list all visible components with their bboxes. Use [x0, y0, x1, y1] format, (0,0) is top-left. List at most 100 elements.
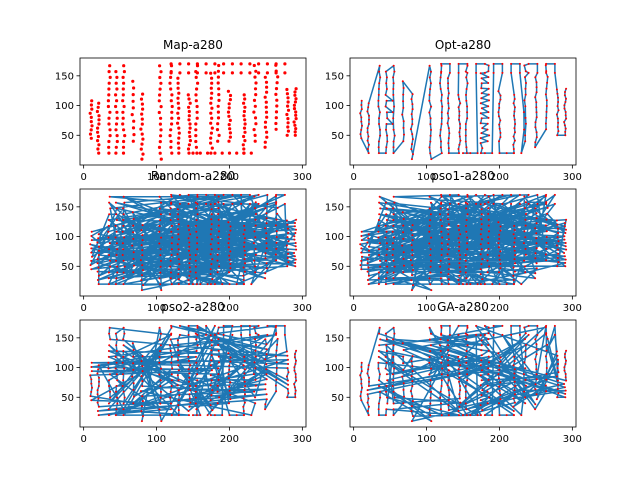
city-point	[123, 236, 126, 239]
city-point	[114, 332, 117, 335]
city-point	[254, 69, 258, 73]
city-point	[141, 380, 144, 383]
city-point	[177, 151, 181, 155]
city-point	[377, 414, 380, 417]
city-point	[367, 283, 370, 286]
city-point	[440, 230, 443, 233]
city-point	[159, 213, 162, 216]
city-point	[411, 249, 414, 252]
city-point	[195, 414, 198, 417]
city-point	[213, 202, 216, 205]
city-point	[360, 104, 363, 106]
city-point	[275, 104, 279, 108]
city-point	[115, 350, 118, 352]
city-point	[378, 201, 381, 204]
city-point	[248, 324, 251, 327]
city-point	[492, 193, 495, 196]
city-point	[466, 62, 469, 65]
city-point	[499, 398, 502, 401]
city-point	[275, 372, 278, 375]
city-point	[96, 130, 100, 134]
city-point	[510, 324, 513, 327]
city-point	[523, 230, 526, 233]
subplot-title: Opt-a280	[435, 38, 491, 52]
city-point	[439, 88, 442, 90]
city-point	[254, 367, 257, 370]
city-point	[265, 378, 268, 381]
city-point	[206, 283, 209, 286]
city-point	[133, 395, 135, 398]
city-point	[139, 147, 143, 151]
city-point	[361, 255, 363, 258]
city-point	[535, 86, 538, 89]
city-point	[392, 76, 395, 79]
city-point	[264, 105, 268, 109]
city-point	[107, 271, 110, 274]
city-point	[286, 100, 290, 104]
city-point	[217, 218, 220, 221]
city-point	[479, 404, 482, 407]
city-point	[457, 237, 460, 240]
city-point	[276, 75, 280, 79]
city-point	[107, 414, 110, 417]
city-point	[441, 236, 444, 239]
city-point	[254, 384, 257, 387]
city-point	[545, 332, 548, 335]
city-point	[557, 130, 560, 133]
city-point	[513, 360, 516, 362]
city-point	[378, 326, 381, 329]
city-point	[447, 359, 449, 362]
city-point	[523, 361, 526, 364]
city-point	[209, 203, 212, 206]
city-point	[403, 395, 405, 398]
city-point	[121, 87, 125, 91]
city-point	[169, 338, 172, 341]
city-point	[235, 414, 238, 417]
city-point	[243, 130, 247, 134]
city-point	[483, 324, 486, 327]
city-point	[107, 116, 111, 120]
city-point	[276, 206, 279, 209]
city-point	[553, 333, 556, 336]
city-point	[466, 326, 469, 329]
city-point	[428, 94, 431, 96]
city-point	[557, 363, 560, 365]
city-point	[367, 152, 370, 155]
city-point	[392, 82, 395, 85]
city-point	[216, 116, 221, 120]
city-point	[243, 380, 246, 383]
city-point	[385, 373, 388, 376]
city-point	[480, 228, 483, 231]
city-point	[188, 126, 192, 130]
city-point	[188, 414, 190, 417]
city-point	[254, 396, 257, 399]
city-point	[248, 193, 251, 196]
city-point	[191, 151, 195, 155]
city-point	[486, 128, 489, 131]
city-point	[385, 277, 388, 280]
city-point	[480, 132, 483, 135]
city-point	[97, 405, 100, 408]
city-point	[194, 75, 198, 79]
city-point	[130, 113, 134, 117]
city-point	[514, 123, 517, 125]
city-point	[287, 358, 289, 361]
city-point	[378, 254, 380, 256]
city-point	[176, 121, 180, 125]
city-point	[553, 324, 556, 327]
city-point	[428, 99, 431, 102]
city-point	[535, 378, 538, 381]
city-point	[217, 344, 220, 346]
city-point	[122, 350, 125, 352]
city-point	[447, 102, 450, 105]
city-point	[98, 380, 100, 383]
city-point	[243, 97, 247, 101]
city-point	[141, 365, 144, 368]
city-point	[546, 343, 549, 346]
city-point	[378, 242, 381, 245]
city-point	[439, 265, 442, 268]
city-point	[429, 344, 432, 347]
city-point	[170, 283, 173, 286]
city-point	[114, 81, 118, 85]
city-point	[555, 113, 558, 116]
